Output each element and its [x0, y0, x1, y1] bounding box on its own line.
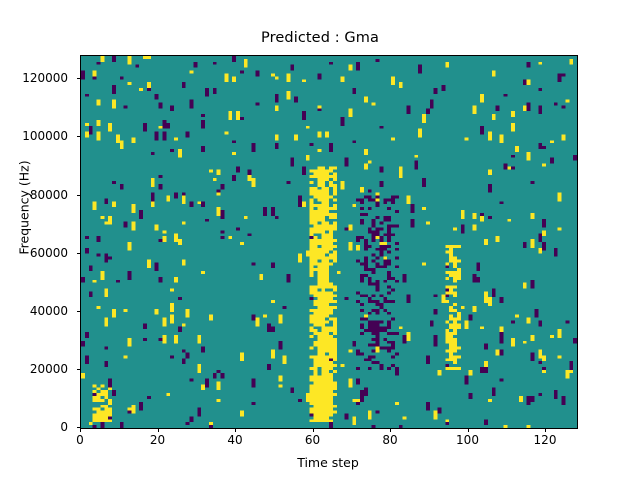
ytick-mark-1	[76, 368, 80, 370]
ytick-label-0: 0	[60, 420, 68, 434]
xtick-label-3: 60	[304, 433, 321, 447]
ytick-mark-2	[76, 310, 80, 312]
ytick-label-3: 60000	[29, 245, 68, 260]
xtick-mark-1	[157, 428, 159, 432]
xtick-mark-3	[312, 428, 314, 432]
ytick-label-6: 120000	[22, 71, 68, 86]
ytick-mark-6	[76, 78, 80, 80]
xtick-mark-0	[80, 428, 81, 432]
xtick-mark-2	[235, 428, 236, 432]
heatmap-axes	[80, 55, 578, 429]
ytick-label-4: 80000	[29, 187, 68, 202]
xtick-label-2: 40	[227, 433, 243, 447]
heatmap-image	[81, 56, 577, 428]
y-axis-label: Frequency (Hz)	[16, 160, 32, 255]
ytick-mark-3	[76, 252, 80, 254]
chart-title: Predicted : Gma	[261, 30, 379, 46]
xtick-mark-5	[467, 428, 469, 432]
xtick-mark-6	[545, 428, 546, 432]
xtick-label-1: 20	[149, 433, 166, 447]
xtick-label-0: 0	[76, 433, 84, 447]
xtick-label-4: 80	[382, 433, 398, 447]
ytick-label-1: 20000	[29, 361, 68, 376]
xtick-mark-4	[390, 428, 391, 432]
ytick-mark-5	[76, 136, 80, 138]
ytick-mark-4	[76, 194, 80, 196]
x-axis-label: Time step	[297, 455, 359, 470]
ytick-label-2: 40000	[29, 303, 68, 318]
xtick-label-5: 100	[456, 433, 479, 447]
ytick-label-5: 100000	[22, 129, 68, 144]
xtick-label-6: 120	[533, 433, 557, 447]
ytick-mark-0	[76, 427, 80, 428]
